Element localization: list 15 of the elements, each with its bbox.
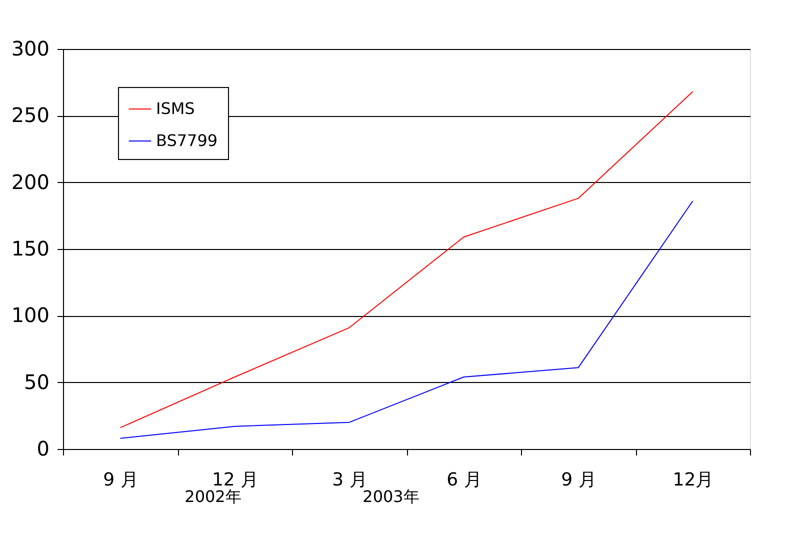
y-tick-label: 250 — [11, 103, 50, 128]
legend-label: ISMS — [156, 99, 195, 118]
x-tick-label: 6 月 — [446, 470, 482, 490]
x-tick-label: 9 月 — [561, 470, 596, 490]
y-tick-label: 150 — [11, 236, 50, 260]
y-tick-label: 50 — [24, 370, 50, 394]
y-tick-label: 0 — [36, 436, 50, 460]
y-tick-label: 100 — [11, 303, 50, 328]
x-tick-label: 9 月 — [103, 470, 138, 490]
line-series — [120, 200, 694, 439]
y-tick-label: 200 — [11, 170, 50, 194]
legend-label: BS7799 — [156, 131, 218, 150]
x-tick-label: 12月 — [672, 470, 714, 490]
y-tick-label: 300 — [11, 36, 50, 60]
line-series — [120, 91, 694, 428]
